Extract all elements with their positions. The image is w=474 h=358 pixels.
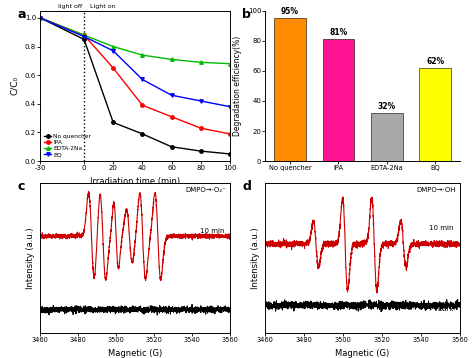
Text: a: a bbox=[18, 8, 26, 21]
Bar bbox=[371, 113, 402, 161]
IPA bbox=[139, 103, 145, 107]
Text: 81%: 81% bbox=[329, 28, 347, 37]
EDTA-2Na bbox=[198, 60, 203, 64]
Bar bbox=[419, 68, 451, 161]
No quencher bbox=[169, 145, 174, 149]
Line: BQ: BQ bbox=[38, 16, 232, 108]
Text: 95%: 95% bbox=[281, 7, 299, 16]
Legend: No quencher, IPA, EDTA-2Na, BQ: No quencher, IPA, EDTA-2Na, BQ bbox=[43, 133, 92, 158]
Line: No quencher: No quencher bbox=[38, 16, 232, 156]
EDTA-2Na bbox=[139, 53, 145, 57]
EDTA-2Na bbox=[110, 44, 116, 49]
Y-axis label: Intensity (a.u.): Intensity (a.u.) bbox=[251, 227, 260, 289]
Text: c: c bbox=[18, 180, 25, 193]
BQ bbox=[169, 93, 174, 97]
Line: EDTA-2Na: EDTA-2Na bbox=[38, 16, 232, 66]
IPA bbox=[81, 33, 87, 37]
Text: 10 min: 10 min bbox=[429, 225, 454, 231]
IPA bbox=[169, 115, 174, 119]
X-axis label: Irradiation time (min): Irradiation time (min) bbox=[90, 177, 180, 186]
BQ bbox=[37, 16, 43, 20]
Text: light off: light off bbox=[58, 4, 82, 9]
Text: DMPO→·OH: DMPO→·OH bbox=[416, 187, 456, 193]
BQ bbox=[227, 105, 233, 109]
BQ bbox=[198, 99, 203, 103]
IPA bbox=[110, 66, 116, 70]
No quencher bbox=[227, 152, 233, 156]
BQ bbox=[139, 77, 145, 82]
Text: 32%: 32% bbox=[378, 102, 396, 111]
EDTA-2Na bbox=[37, 16, 43, 20]
Line: IPA: IPA bbox=[38, 16, 232, 136]
Bar bbox=[323, 39, 354, 161]
BQ bbox=[110, 49, 116, 53]
EDTA-2Na bbox=[81, 33, 87, 37]
Text: Dark: Dark bbox=[438, 306, 454, 312]
Y-axis label: Intensity (a.u.): Intensity (a.u.) bbox=[26, 227, 35, 289]
IPA bbox=[227, 132, 233, 136]
EDTA-2Na bbox=[169, 57, 174, 62]
Text: 10 min: 10 min bbox=[200, 228, 224, 234]
IPA bbox=[37, 16, 43, 20]
No quencher bbox=[110, 120, 116, 125]
Y-axis label: Degradation efficiency(%): Degradation efficiency(%) bbox=[233, 36, 242, 136]
X-axis label: Magnetic (G): Magnetic (G) bbox=[108, 349, 162, 358]
Text: b: b bbox=[242, 8, 251, 21]
Text: d: d bbox=[242, 180, 251, 193]
Y-axis label: C/C₀: C/C₀ bbox=[10, 76, 19, 96]
IPA bbox=[198, 126, 203, 130]
Bar bbox=[274, 18, 306, 161]
No quencher bbox=[139, 132, 145, 136]
Text: 62%: 62% bbox=[426, 57, 444, 66]
No quencher bbox=[37, 16, 43, 20]
EDTA-2Na bbox=[227, 62, 233, 66]
Text: Light on: Light on bbox=[90, 4, 115, 9]
No quencher bbox=[198, 149, 203, 153]
BQ bbox=[81, 34, 87, 39]
Text: DMPO→·O₂⁻: DMPO→·O₂⁻ bbox=[185, 187, 226, 193]
Text: Dark: Dark bbox=[208, 306, 224, 312]
No quencher bbox=[81, 37, 87, 42]
X-axis label: Magnetic (G): Magnetic (G) bbox=[336, 349, 390, 358]
